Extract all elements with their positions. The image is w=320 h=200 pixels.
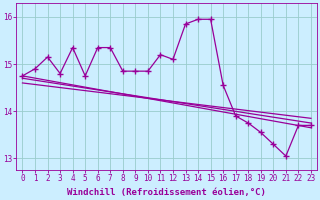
X-axis label: Windchill (Refroidissement éolien,°C): Windchill (Refroidissement éolien,°C) <box>67 188 266 197</box>
